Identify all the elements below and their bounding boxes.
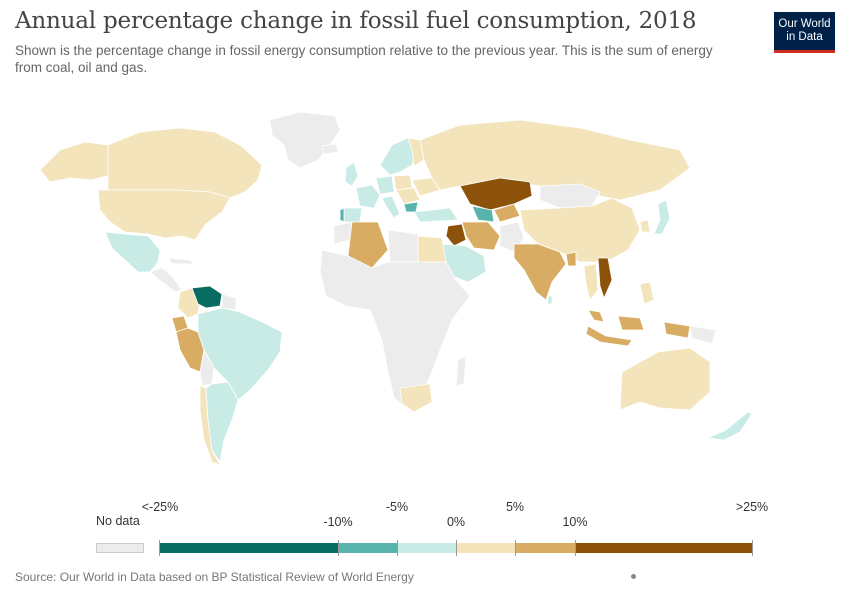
- country-india[interactable]: [513, 243, 567, 301]
- country-libya[interactable]: [387, 229, 419, 263]
- country-iran[interactable]: [461, 221, 501, 251]
- country-malaysia[interactable]: [587, 309, 605, 323]
- legend-tick: [752, 540, 753, 556]
- source-note[interactable]: Source: Our World in Data based on BP St…: [15, 570, 414, 584]
- country-france[interactable]: [355, 184, 381, 209]
- country-portugal[interactable]: [339, 207, 345, 223]
- legend-no-data-label: No data: [96, 514, 140, 528]
- legend-swatch-bin-6[interactable]: [575, 543, 753, 553]
- legend-label-min: <-25%: [141, 500, 179, 514]
- country-thailand[interactable]: [583, 263, 599, 301]
- legend-label-10: 10%: [562, 515, 588, 529]
- country-south-africa[interactable]: [399, 383, 433, 413]
- legend-swatch-bin-3[interactable]: [397, 543, 456, 553]
- country-uk[interactable]: [344, 161, 359, 187]
- country-papua[interactable]: [689, 325, 717, 345]
- country-new-zealand[interactable]: [707, 411, 753, 441]
- country-indonesia[interactable]: [585, 325, 633, 347]
- country-bolivia[interactable]: [199, 349, 215, 387]
- country-vietnam[interactable]: [597, 257, 613, 299]
- timeline-dot[interactable]: [631, 574, 636, 579]
- country-australia[interactable]: [619, 347, 711, 411]
- country-eastern-europe[interactable]: [395, 187, 421, 205]
- country-sri-lanka[interactable]: [547, 295, 553, 305]
- legend-tick: [575, 540, 576, 556]
- chart-subtitle: Shown is the percentage change in fossil…: [15, 43, 713, 75]
- country-russia[interactable]: [419, 119, 691, 201]
- logo-line-1: Our World: [778, 18, 831, 30]
- country-greenland[interactable]: [269, 111, 341, 169]
- country-japan[interactable]: [653, 199, 671, 235]
- country-finland[interactable]: [407, 137, 425, 167]
- country-egypt[interactable]: [417, 235, 447, 263]
- country-kazakhstan[interactable]: [459, 177, 533, 211]
- country-south-korea[interactable]: [639, 219, 651, 233]
- legend-tick: [456, 540, 457, 556]
- legend-tick: [515, 540, 516, 556]
- country-poland[interactable]: [393, 174, 413, 191]
- country-alaska[interactable]: [39, 141, 111, 183]
- country-iceland[interactable]: [321, 143, 339, 155]
- country-morocco[interactable]: [333, 221, 353, 245]
- legend-swatch-bin-5[interactable]: [515, 543, 575, 553]
- country-bulgaria[interactable]: [403, 201, 419, 213]
- legend-swatch-bin-4[interactable]: [456, 543, 515, 553]
- legend-swatch-bin-2[interactable]: [338, 543, 397, 553]
- country-united-states[interactable]: [97, 189, 231, 241]
- country-algeria[interactable]: [347, 221, 389, 269]
- legend-label-max: >25%: [735, 500, 769, 514]
- owid-logo[interactable]: Our World in Data: [774, 12, 835, 53]
- country-germany[interactable]: [375, 175, 395, 195]
- country-iraq[interactable]: [445, 223, 467, 247]
- world-map: [39, 111, 753, 466]
- country-guianas[interactable]: [221, 293, 237, 311]
- legend-label-minus-5: -5%: [385, 500, 409, 514]
- country-spain[interactable]: [343, 207, 363, 223]
- country-canada[interactable]: [107, 127, 263, 199]
- legend-label-minus-10: -10%: [323, 515, 353, 529]
- legend-no-data-swatch[interactable]: [96, 543, 144, 553]
- logo-line-2: in Data: [786, 31, 823, 43]
- legend-tick: [159, 540, 160, 556]
- legend-label-zero: 0%: [446, 515, 466, 529]
- chart-title: Annual percentage change in fossil fuel …: [15, 8, 697, 34]
- legend-tick: [338, 540, 339, 556]
- country-mexico[interactable]: [104, 231, 161, 273]
- country-indonesia-east[interactable]: [617, 315, 691, 339]
- country-cuba[interactable]: [167, 257, 195, 265]
- country-bangladesh[interactable]: [565, 251, 577, 267]
- country-central-asia[interactable]: [493, 203, 521, 223]
- country-turkey[interactable]: [413, 207, 459, 223]
- country-central-america[interactable]: [149, 267, 183, 293]
- country-uzbekistan[interactable]: [471, 205, 495, 223]
- country-west-africa[interactable]: [319, 249, 471, 409]
- country-madagascar[interactable]: [455, 355, 467, 387]
- legend-swatch-bin-1[interactable]: [159, 543, 338, 553]
- legend-label-5: 5%: [505, 500, 525, 514]
- country-philippines[interactable]: [639, 281, 655, 305]
- country-italy[interactable]: [381, 195, 401, 219]
- legend-tick: [397, 540, 398, 556]
- country-venezuela[interactable]: [191, 285, 223, 309]
- country-argentina[interactable]: [205, 381, 239, 463]
